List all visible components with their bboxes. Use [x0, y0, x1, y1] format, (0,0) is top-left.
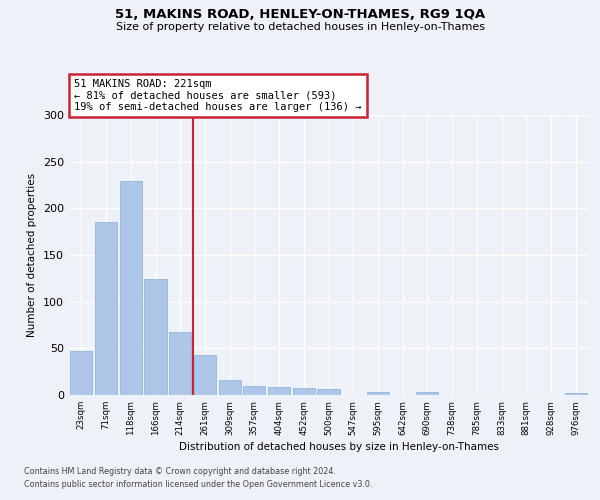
Text: Contains HM Land Registry data © Crown copyright and database right 2024.: Contains HM Land Registry data © Crown c… [24, 467, 336, 476]
Bar [317, 390, 340, 395]
Text: Distribution of detached houses by size in Henley-on-Thames: Distribution of detached houses by size … [179, 442, 499, 452]
Text: Contains public sector information licensed under the Open Government Licence v3: Contains public sector information licen… [24, 480, 373, 489]
Bar [218, 380, 241, 395]
Bar [243, 386, 265, 395]
Bar [119, 182, 142, 395]
Bar [169, 332, 191, 395]
Bar [293, 388, 315, 395]
Text: 51 MAKINS ROAD: 221sqm
← 81% of detached houses are smaller (593)
19% of semi-de: 51 MAKINS ROAD: 221sqm ← 81% of detached… [74, 79, 362, 112]
Y-axis label: Number of detached properties: Number of detached properties [28, 173, 37, 337]
Bar [95, 222, 117, 395]
Bar [145, 280, 167, 395]
Bar [268, 386, 290, 395]
Bar [194, 355, 216, 395]
Bar [70, 351, 92, 395]
Text: 51, MAKINS ROAD, HENLEY-ON-THAMES, RG9 1QA: 51, MAKINS ROAD, HENLEY-ON-THAMES, RG9 1… [115, 8, 485, 20]
Text: Size of property relative to detached houses in Henley-on-Thames: Size of property relative to detached ho… [115, 22, 485, 32]
Bar [565, 393, 587, 395]
Bar [416, 392, 439, 395]
Bar [367, 392, 389, 395]
